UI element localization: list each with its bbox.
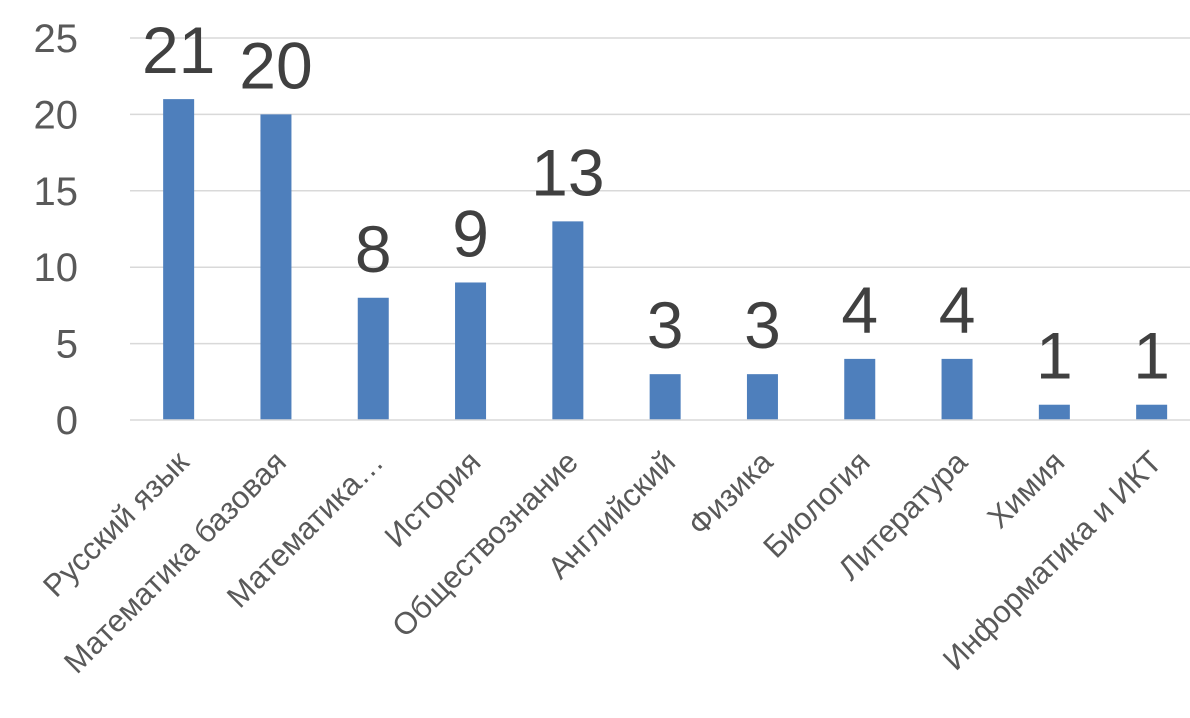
bar	[357, 297, 389, 420]
bar	[163, 99, 195, 421]
x-tick-label: Физика	[681, 444, 780, 543]
bar	[844, 358, 876, 420]
y-tick-label: 0	[56, 399, 78, 443]
data-label: 3	[647, 288, 684, 362]
bar	[746, 374, 778, 420]
bar	[455, 282, 487, 420]
data-label: 9	[452, 196, 489, 270]
data-label: 1	[1133, 319, 1170, 393]
y-tick-label: 25	[34, 17, 79, 61]
y-tick-label: 20	[34, 93, 79, 137]
bar	[941, 358, 973, 420]
y-tick-label: 15	[34, 170, 79, 214]
x-tick-label: Химия	[980, 444, 1071, 535]
data-label: 4	[939, 273, 976, 347]
data-label: 20	[239, 28, 312, 102]
bar	[260, 114, 292, 421]
data-label: 13	[531, 135, 604, 209]
data-label: 1	[1036, 319, 1073, 393]
data-label: 4	[841, 273, 878, 347]
y-tick-label: 10	[34, 246, 79, 290]
bars	[163, 99, 1168, 421]
bar	[1136, 404, 1168, 420]
data-label: 8	[355, 212, 392, 286]
y-tick-label: 5	[56, 323, 78, 367]
gridlines	[130, 37, 1190, 345]
bar	[1038, 404, 1070, 420]
data-label: 3	[744, 288, 781, 362]
y-axis-ticks: 0 5 10 15 20 25	[34, 17, 79, 443]
bar	[552, 221, 584, 420]
x-tick-label: Обществознание	[385, 444, 585, 644]
data-label: 21	[142, 13, 215, 87]
bar	[649, 374, 681, 420]
